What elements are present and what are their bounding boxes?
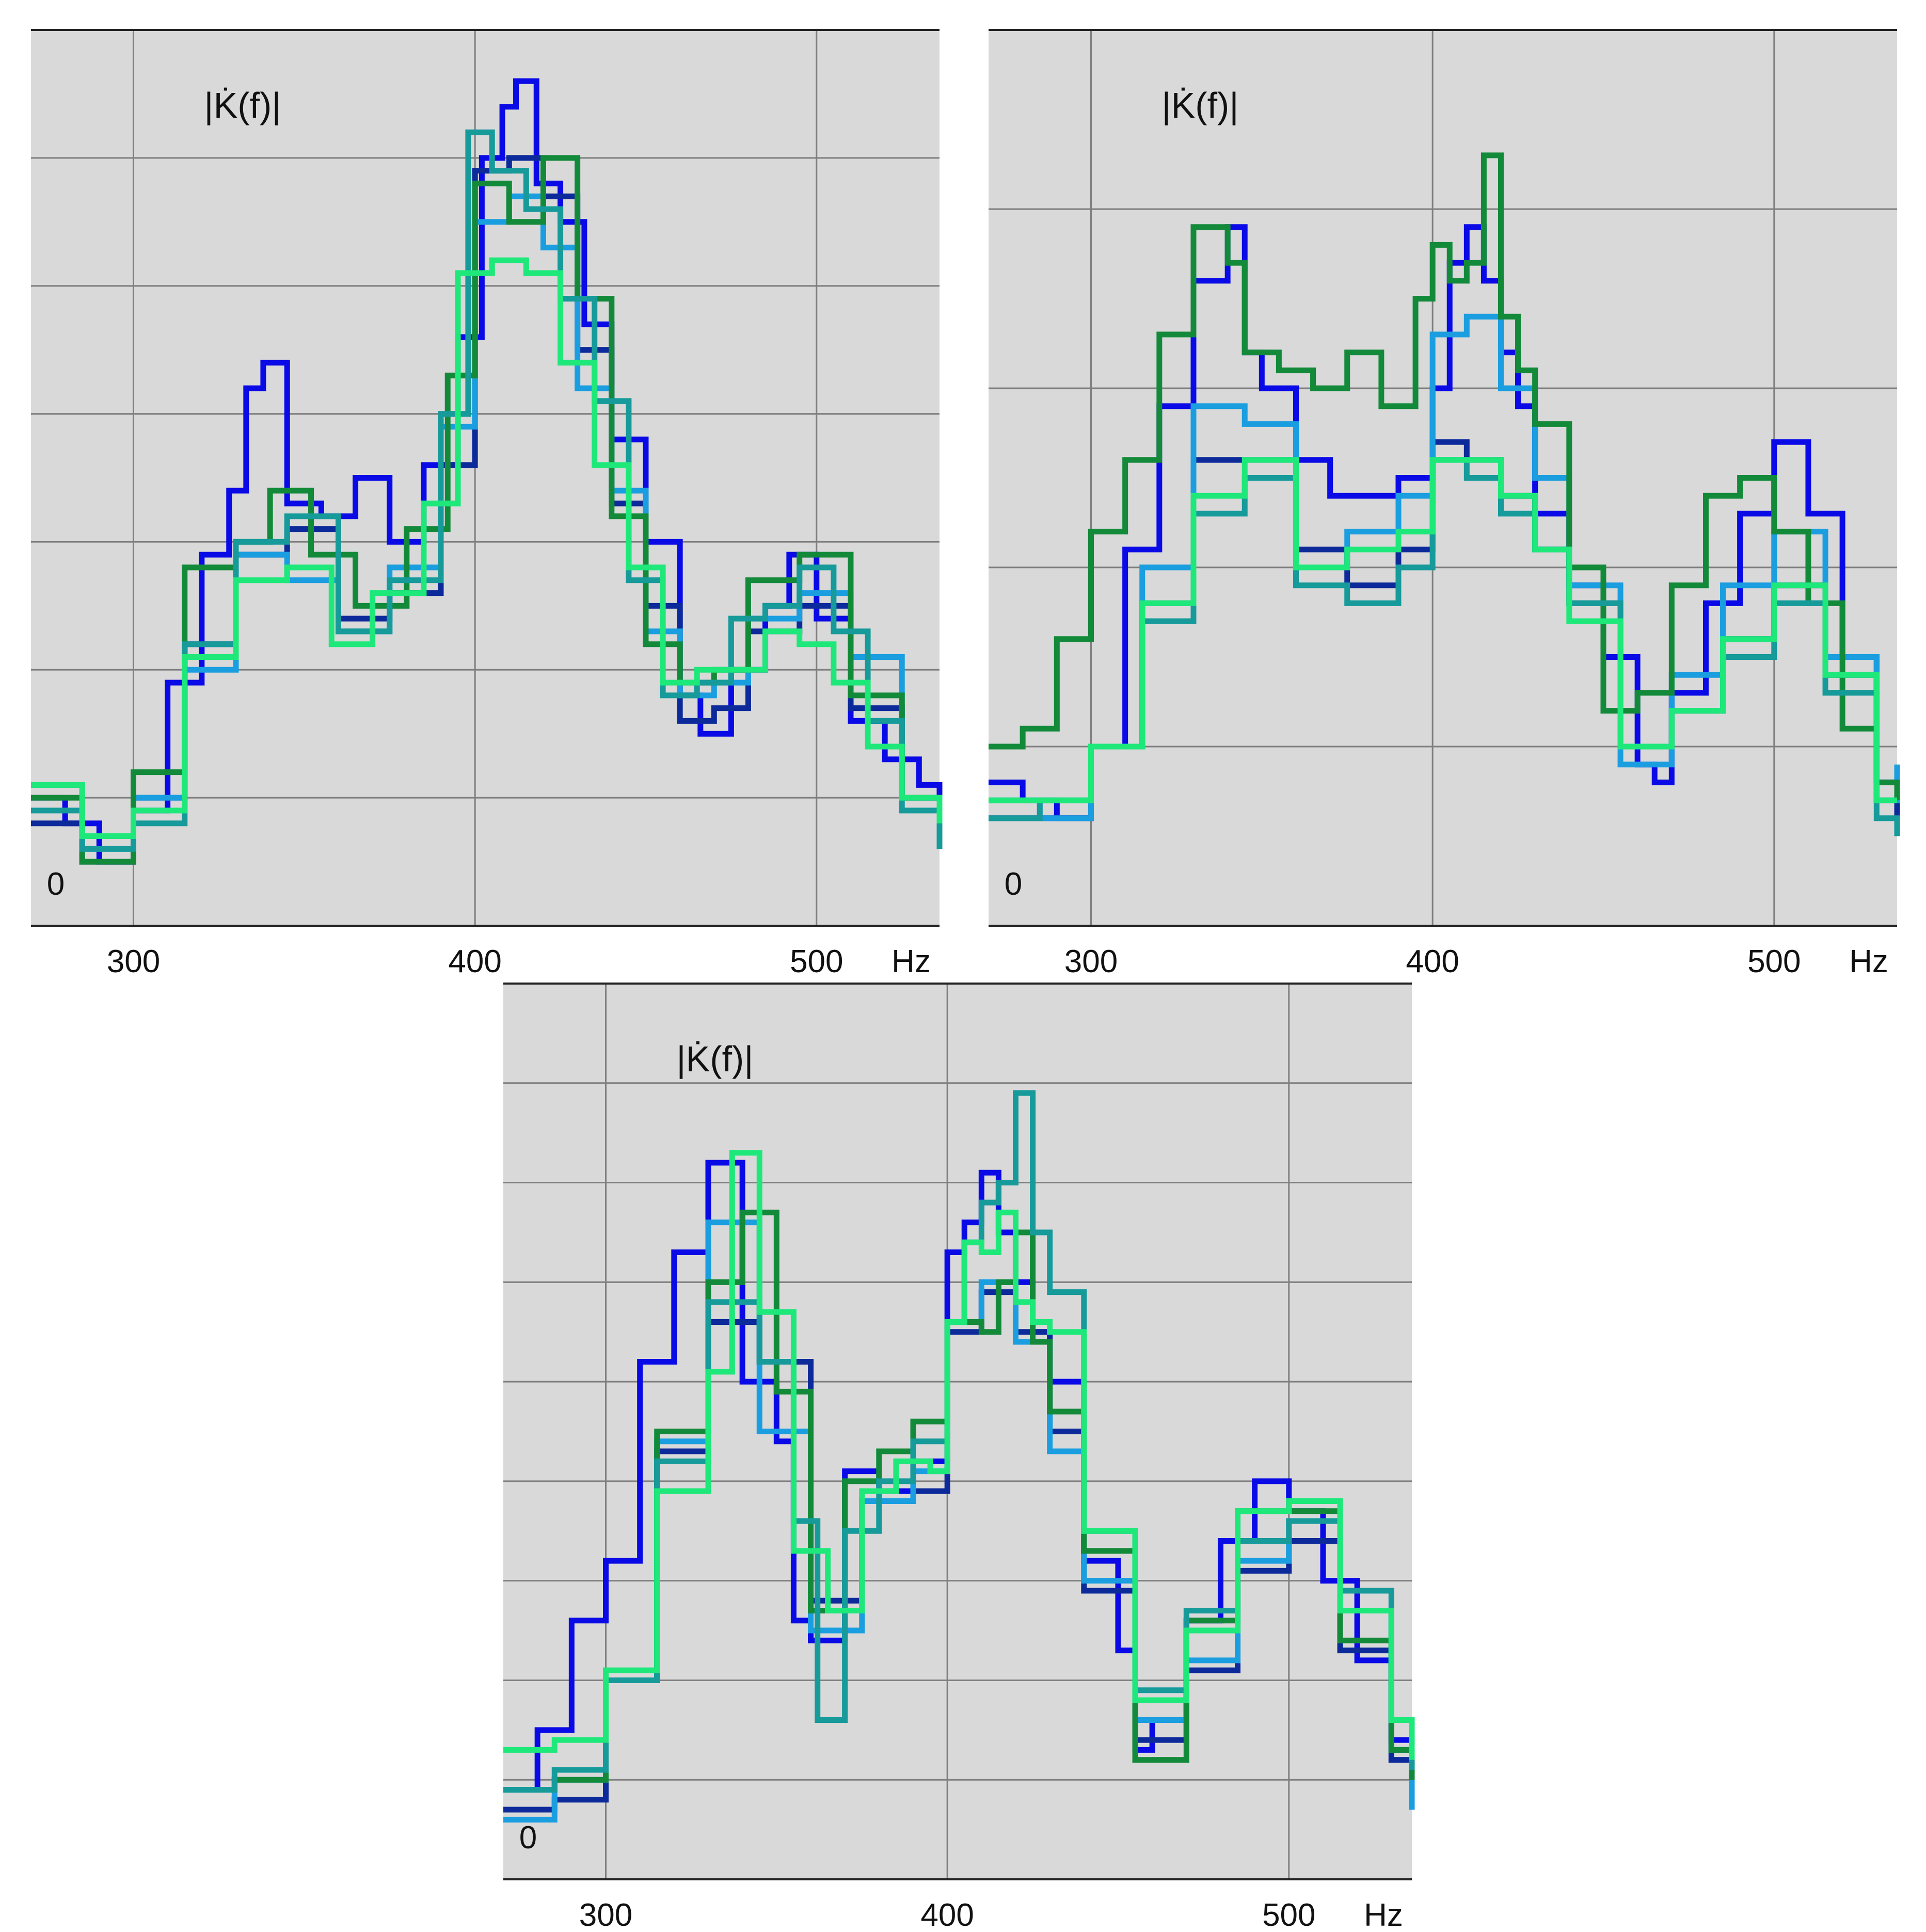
spectrum-chart-top-right: 300 400 500 Hz 0 |K̇(f)|: [989, 29, 1900, 979]
x-tick-label: 400: [448, 944, 501, 979]
y-axis-label: |K̇(f)|: [676, 1039, 753, 1079]
x-unit-label: Hz: [892, 944, 931, 979]
series-line-6: [503, 1150, 1415, 1760]
x-tick-label: 400: [1406, 944, 1459, 979]
x-tick-label: 500: [790, 944, 843, 979]
series-line-1: [989, 224, 1900, 821]
x-tick-label: 300: [579, 1897, 632, 1932]
x-tick-label: 300: [1064, 944, 1118, 979]
series-line-3: [989, 313, 1900, 821]
y-tick-label: 0: [1005, 866, 1022, 902]
x-tick-label: 400: [920, 1897, 974, 1932]
x-tick-label: 500: [1262, 1897, 1315, 1932]
series-line-5: [31, 129, 943, 852]
x-tick-label: 500: [1747, 944, 1801, 979]
series-line-4: [989, 152, 1900, 801]
y-axis-label: |K̇(f)|: [1161, 85, 1238, 125]
series-line-6: [31, 257, 943, 839]
y-axis-label: |K̇(f)|: [204, 85, 281, 125]
x-tick-label: 300: [107, 944, 160, 979]
y-tick-label: 0: [47, 866, 65, 902]
x-unit-label: Hz: [1849, 944, 1888, 979]
spectrum-chart-top-left: 300 400 500 Hz 0 |K̇(f)|: [31, 29, 943, 979]
series-line-3: [503, 1220, 1415, 1823]
series-line-1: [503, 1160, 1415, 1800]
series-line-6: [989, 457, 1897, 803]
x-unit-label: Hz: [1364, 1897, 1403, 1932]
y-tick-label: 0: [519, 1820, 537, 1856]
series-line-1: [31, 78, 943, 865]
spectrum-chart-bottom: 300 400 500 Hz 0 |K̇(f)|: [503, 983, 1415, 1932]
